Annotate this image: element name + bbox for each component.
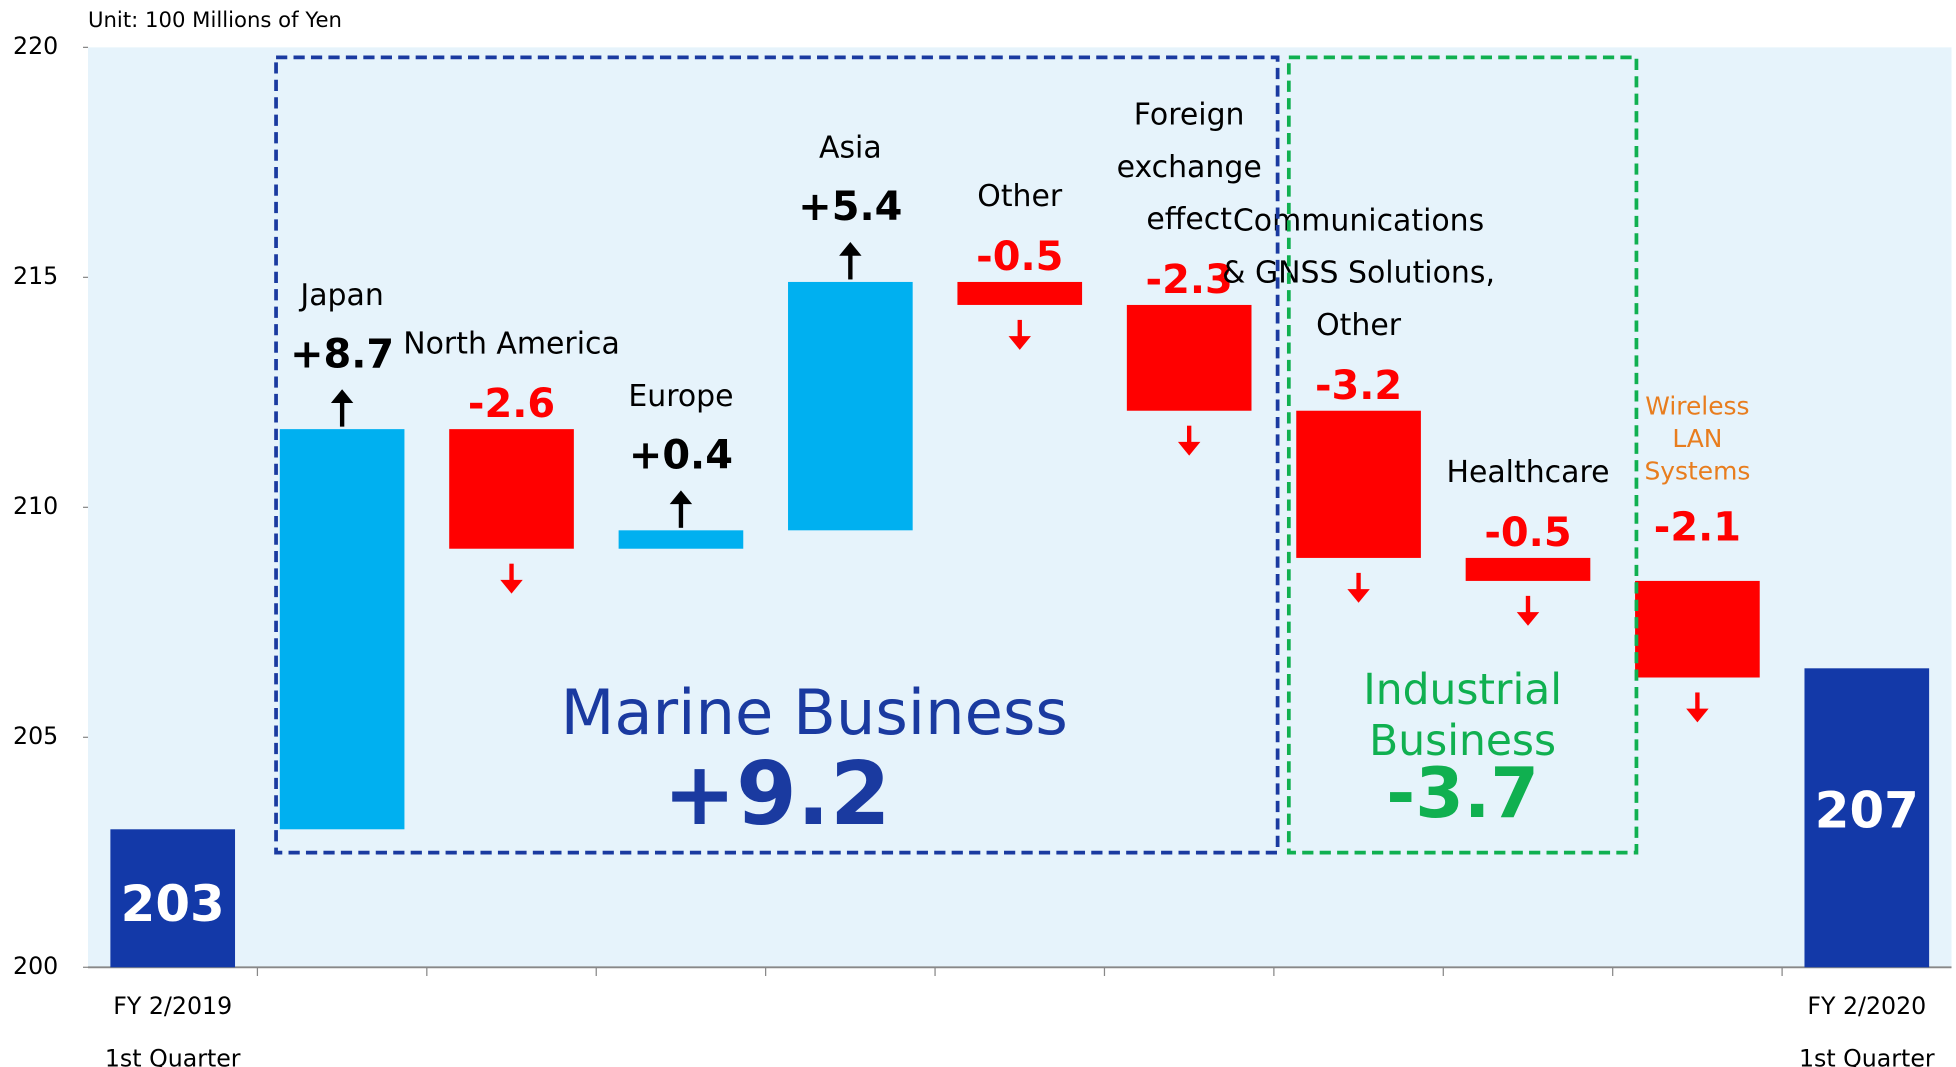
arrow-head [1008, 336, 1031, 350]
category-label: Wireless LAN Systems [1644, 392, 1750, 486]
value-label: -2.6 [468, 381, 555, 427]
increase-bar [788, 281, 913, 531]
arrow-head [1516, 612, 1540, 626]
group-value: +9.2 [663, 743, 891, 845]
y-tick-label: 215 [13, 262, 58, 290]
decrease-bar [1126, 304, 1252, 411]
arrow-head [1686, 708, 1709, 723]
group-name: Marine Business [561, 676, 1068, 749]
x-category-label: FY 2/2019 1st Quarter [105, 992, 241, 1067]
y-tick-label: 205 [13, 722, 58, 750]
total-bar [110, 829, 236, 968]
decrease-bar [1296, 410, 1421, 558]
group-value: -3.7 [1386, 753, 1539, 834]
group-box [1286, 55, 1639, 855]
category-label: Communications & GNSS Solutions, Other [1222, 203, 1495, 343]
y-tick-label: 220 [13, 32, 58, 60]
value-label: +0.4 [629, 433, 733, 479]
value-label: -2.1 [1654, 504, 1741, 550]
category-label: North America [403, 326, 620, 361]
arrow-head [500, 579, 523, 594]
value-label: -2.3 [1146, 257, 1233, 303]
category-label: Other [977, 179, 1063, 214]
total-label: 207 [1815, 782, 1919, 840]
arrow-head [669, 490, 693, 505]
decrease-bar [1465, 557, 1591, 581]
decrease-bar [449, 429, 574, 549]
category-label: Japan [298, 277, 383, 312]
value-label: +5.4 [798, 184, 902, 230]
value-label: -3.2 [1315, 363, 1402, 409]
decrease-bar [957, 281, 1083, 305]
total-bar [1804, 668, 1930, 968]
category-label: Foreign exchange effect [1117, 97, 1262, 237]
x-category-label: FY 2/2020 1st Quarter [1799, 992, 1935, 1067]
arrow-head [1347, 589, 1370, 603]
y-tick-label: 200 [13, 952, 58, 980]
category-label: Asia [819, 130, 882, 165]
value-label: -0.5 [1484, 510, 1571, 556]
unit-note: Unit: 100 Millions of Yen [88, 7, 342, 32]
category-label: Healthcare [1446, 455, 1609, 490]
value-label: -0.5 [976, 234, 1063, 280]
group-name: Industrial Business [1363, 664, 1562, 764]
decrease-bar [1635, 580, 1760, 678]
arrow-head [1177, 441, 1201, 456]
arrow-head [330, 389, 354, 403]
increase-bar [618, 530, 744, 549]
group-box [274, 55, 1280, 855]
category-label: Europe [628, 378, 733, 413]
increase-bar [279, 429, 405, 830]
y-tick-label: 210 [13, 492, 58, 520]
value-label: +8.7 [290, 331, 394, 377]
total-label: 203 [121, 875, 225, 933]
arrow-head [839, 242, 862, 256]
